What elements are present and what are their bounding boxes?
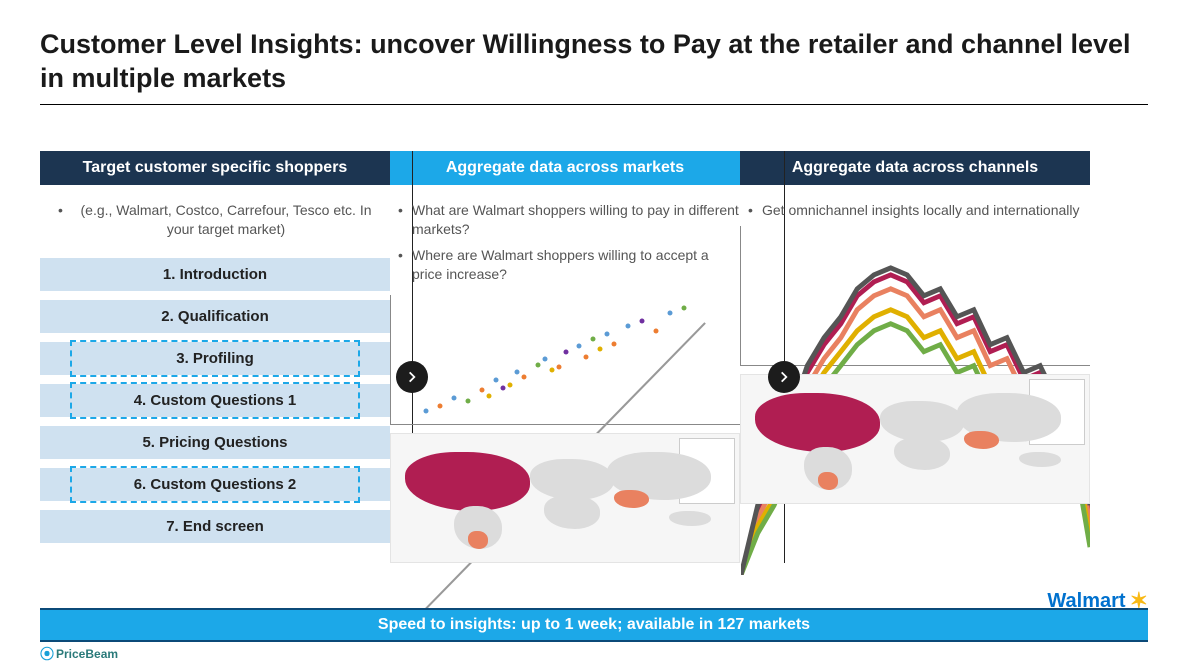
survey-steps: 1. Introduction 2. Qualification 3. Profil… (40, 258, 390, 543)
map-region (1019, 452, 1061, 467)
scatter-point (605, 331, 610, 336)
map-region (530, 459, 614, 500)
survey-step: 1. Introduction (40, 258, 390, 291)
col3-body: Get omnichannel insights locally and int… (740, 201, 1090, 505)
column-target-shoppers: Target customer specific shoppers (e.g.,… (40, 151, 390, 563)
map-region (544, 495, 600, 528)
column-aggregate-markets: Aggregate data across markets What are W… (390, 151, 740, 563)
survey-step: 2. Qualification (40, 300, 390, 333)
scatter-point (521, 375, 526, 380)
scatter-point (598, 347, 603, 352)
scatter-point (654, 329, 659, 334)
brand-logo: ⦿ PriceBeam (40, 644, 118, 664)
scatter-point (668, 310, 673, 315)
bullet-item: Get omnichannel insights locally and int… (748, 201, 1090, 221)
survey-step: 5. Pricing Questions (40, 426, 390, 459)
scatter-point (563, 349, 568, 354)
scatter-point (423, 408, 428, 413)
three-columns: Target customer specific shoppers (e.g.,… (40, 151, 1148, 563)
arrow-icon (768, 361, 800, 393)
scatter-point (612, 341, 617, 346)
survey-step: 4. Custom Questions 1 (40, 384, 390, 417)
title-rule (40, 104, 1148, 105)
map-region (894, 437, 950, 470)
scatter-point (535, 362, 540, 367)
scatter-point (640, 318, 645, 323)
map-region (818, 472, 839, 490)
survey-step: 3. Profiling (40, 342, 390, 375)
brand-text: PriceBeam (56, 647, 118, 661)
map-region (614, 490, 649, 508)
col2-header: Aggregate data across markets (390, 151, 740, 185)
scatter-point (486, 393, 491, 398)
scatter-point (479, 388, 484, 393)
bullet-item: Where are Walmart shoppers willing to ac… (398, 246, 740, 285)
multiline-chart (740, 226, 1090, 366)
column-aggregate-channels: Aggregate data across channels Get omnic… (740, 151, 1090, 563)
scatter-point (542, 357, 547, 362)
col2-body: What are Walmart shoppers willing to pay… (390, 201, 740, 563)
col3-header: Aggregate data across channels (740, 151, 1090, 185)
scatter-point (626, 323, 631, 328)
survey-step: 6. Custom Questions 2 (40, 468, 390, 501)
scatter-point (577, 344, 582, 349)
footer-bar: Speed to insights: up to 1 week; availab… (40, 608, 1148, 642)
bullet-item: What are Walmart shoppers willing to pay… (398, 201, 740, 240)
col1-subtitle: (e.g., Walmart, Costco, Carrefour, Tesco… (40, 201, 390, 240)
scatter-point (465, 398, 470, 403)
slide-title: Customer Level Insights: uncover Willing… (40, 28, 1148, 96)
scatter-point (556, 365, 561, 370)
map-region (755, 393, 880, 452)
map-region (669, 511, 711, 526)
col1-subtitle-text: (e.g., Walmart, Costco, Carrefour, Tesco… (58, 201, 380, 240)
map-region (405, 452, 530, 511)
map-region (880, 401, 964, 442)
map-region (964, 431, 999, 449)
brand-icon: ⦿ (40, 644, 54, 664)
scatter-point (507, 383, 512, 388)
scatter-chart (390, 295, 740, 425)
scatter-point (514, 370, 519, 375)
scatter-point (682, 305, 687, 310)
col1-header: Target customer specific shoppers (40, 151, 390, 185)
scatter-point (493, 378, 498, 383)
arrow-icon (396, 361, 428, 393)
world-map (740, 374, 1090, 504)
scatter-point (437, 403, 442, 408)
map-region (468, 531, 489, 549)
scatter-point (451, 396, 456, 401)
survey-step: 7. End screen (40, 510, 390, 543)
scatter-point (584, 354, 589, 359)
scatter-point (549, 367, 554, 372)
world-map (390, 433, 740, 563)
scatter-point (591, 336, 596, 341)
scatter-point (500, 385, 505, 390)
